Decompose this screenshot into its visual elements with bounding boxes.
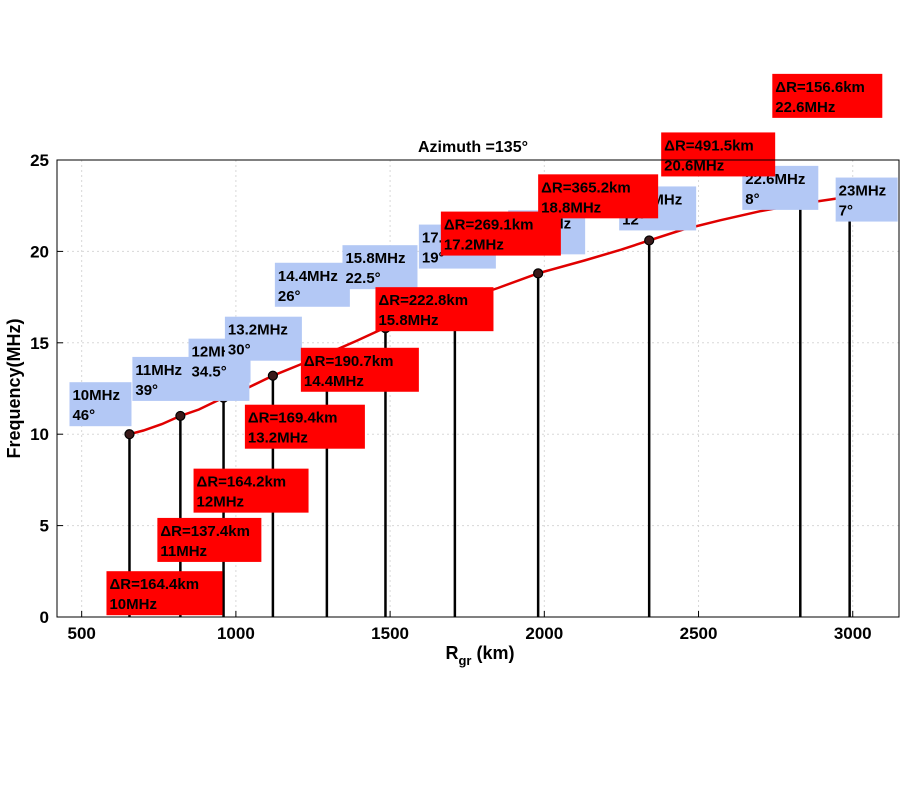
red-label-delta: ΔR=222.8km: [378, 292, 468, 309]
blue-label-freq: 15.8MHz: [345, 250, 405, 267]
blue-label-box: [69, 382, 132, 427]
x-tick-label: 500: [67, 624, 95, 643]
blue-label-freq: 13.2MHz: [228, 322, 288, 339]
data-point-marker: [644, 235, 655, 246]
red-label-box: [157, 517, 262, 562]
red-label-delta: ΔR=169.4km: [248, 410, 338, 427]
data-point-marker: [267, 370, 278, 381]
red-label: ΔR=164.4km 10MHz: [106, 571, 223, 616]
red-label: ΔR=164.2km 12MHz: [193, 468, 309, 513]
axes-box: [56, 159, 900, 618]
chart-title: Azimuth =135°: [418, 139, 528, 156]
x-axis-label-main: R: [445, 643, 458, 663]
red-labels: ΔR=164.4km 10MHz ΔR=137.4km 11MHz ΔR=164.2km…: [106, 73, 883, 616]
red-label-box: [661, 132, 776, 177]
red-label-freq: 18.8MHz: [541, 199, 601, 216]
red-label-delta: ΔR=156.6km: [775, 79, 865, 96]
red-label: ΔR=222.8km 15.8MHz: [375, 287, 494, 332]
blue-label-angle: 30°: [228, 342, 251, 359]
blue-label-box: [342, 245, 418, 290]
red-label: ΔR=491.5km 20.6MHz: [661, 132, 776, 177]
y-tick-label: 0: [40, 608, 49, 627]
red-label-delta: ΔR=491.5km: [664, 137, 754, 154]
y-tick-label: 5: [40, 517, 49, 536]
red-label-delta: ΔR=365.2km: [541, 179, 631, 196]
data-point-marker: [175, 410, 186, 422]
x-tick-label: 3000: [834, 624, 872, 643]
blue-label-freq: 11MHz: [135, 362, 182, 379]
y-tick-label: 10: [30, 425, 49, 444]
blue-label-box: [835, 177, 898, 222]
blue-label-angle: 22.5°: [345, 270, 380, 287]
blue-label: 10MHz 46°: [69, 382, 132, 427]
blue-label: 14.4MHz 26°: [274, 262, 350, 307]
blue-label-angle: 46°: [72, 407, 95, 424]
y-tick-label: 25: [30, 151, 49, 170]
red-label-box: [106, 571, 223, 616]
blue-label: 15.8MHz 22.5°: [342, 245, 418, 290]
blue-label: 23MHz 7°: [835, 177, 898, 222]
red-label-delta: ΔR=269.1km: [444, 217, 534, 234]
red-label-freq: 17.2MHz: [444, 237, 504, 254]
red-label-freq: 12MHz: [197, 494, 245, 511]
red-label-freq: 14.4MHz: [304, 373, 364, 390]
red-label-box: [244, 404, 365, 449]
blue-label-freq: 10MHz: [72, 387, 120, 404]
blue-label-box: [224, 316, 302, 361]
y-tick-label: 15: [30, 334, 49, 353]
y-axis-label: Frequency(MHz): [4, 318, 24, 458]
red-label-box: [440, 211, 561, 256]
x-axis-label-unit: (km): [471, 643, 514, 663]
data-point-marker: [124, 429, 135, 440]
x-axis-label-sub: gr: [458, 653, 471, 668]
red-label-box: [375, 287, 494, 332]
blue-label-angle: 19°: [422, 250, 445, 267]
x-tick-label: 1000: [217, 624, 255, 643]
blue-label: 13.2MHz 30°: [224, 316, 302, 361]
red-label-delta: ΔR=164.2km: [197, 474, 287, 491]
red-label-freq: 13.2MHz: [248, 430, 308, 447]
x-tick-label: 2500: [680, 624, 718, 643]
red-label-freq: 10MHz: [109, 596, 157, 613]
red-label-freq: 22.6MHz: [775, 99, 835, 116]
blue-label-box: [274, 262, 350, 307]
blue-label-angle: 8°: [745, 191, 759, 208]
red-label-delta: ΔR=137.4km: [160, 523, 250, 540]
blue-label-angle: 34.5°: [192, 364, 227, 381]
red-label-freq: 11MHz: [160, 543, 207, 560]
red-label: ΔR=269.1km 17.2MHz: [440, 211, 561, 256]
red-label: ΔR=137.4km 11MHz: [157, 517, 262, 562]
data-point-marker: [533, 268, 544, 279]
x-tick-label: 2000: [525, 624, 563, 643]
red-label-box: [300, 347, 419, 392]
blue-label-freq: 23MHz: [839, 183, 887, 200]
blue-label-angle: 26°: [278, 288, 301, 305]
red-label-box: [538, 174, 659, 219]
red-label: ΔR=156.6km 22.6MHz: [772, 73, 883, 118]
red-label-freq: 20.6MHz: [664, 157, 724, 174]
red-label-freq: 15.8MHz: [378, 312, 438, 329]
red-label: ΔR=169.4km 13.2MHz: [244, 404, 365, 449]
red-label-delta: ΔR=190.7km: [304, 353, 394, 370]
red-label-box: [772, 73, 883, 118]
x-axis-label: Rgr (km): [445, 643, 514, 668]
y-tick-label: 20: [30, 242, 49, 261]
x-tick-label: 1500: [371, 624, 409, 643]
red-label: ΔR=190.7km 14.4MHz: [300, 347, 419, 392]
red-label-delta: ΔR=164.4km: [109, 576, 199, 593]
blue-label-angle: 39°: [135, 382, 158, 399]
ticks: 500 1000 1500 2000 2500 3000 0 5 10 15 20 25: [30, 151, 872, 643]
red-label: ΔR=365.2km 18.8MHz: [538, 174, 659, 219]
blue-label-freq: 14.4MHz: [278, 268, 338, 285]
blue-label-angle: 7°: [839, 203, 853, 220]
red-label-box: [193, 468, 309, 513]
